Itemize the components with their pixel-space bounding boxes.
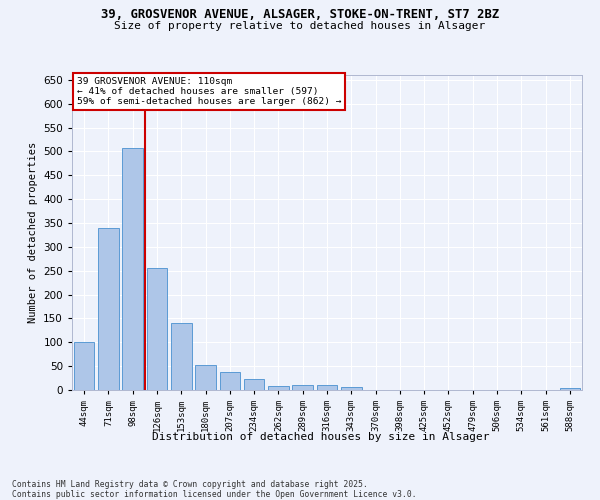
Bar — [195, 364, 216, 390]
Bar — [146, 268, 167, 390]
Text: 39, GROSVENOR AVENUE, ALSAGER, STOKE-ON-TRENT, ST7 2BZ: 39, GROSVENOR AVENUE, ALSAGER, STOKE-ON-… — [101, 8, 499, 20]
Bar — [292, 385, 313, 390]
Bar — [98, 228, 119, 390]
Bar — [317, 385, 337, 390]
Bar — [220, 372, 240, 390]
Bar — [268, 386, 289, 390]
Text: Contains HM Land Registry data © Crown copyright and database right 2025.
Contai: Contains HM Land Registry data © Crown c… — [12, 480, 416, 499]
Bar — [244, 378, 265, 390]
Bar — [341, 387, 362, 390]
Text: Size of property relative to detached houses in Alsager: Size of property relative to detached ho… — [115, 21, 485, 31]
Text: 39 GROSVENOR AVENUE: 110sqm
← 41% of detached houses are smaller (597)
59% of se: 39 GROSVENOR AVENUE: 110sqm ← 41% of det… — [77, 76, 341, 106]
Bar — [74, 342, 94, 390]
Bar — [171, 323, 191, 390]
Bar — [122, 148, 143, 390]
Y-axis label: Number of detached properties: Number of detached properties — [28, 142, 38, 323]
Bar — [560, 388, 580, 390]
Text: Distribution of detached houses by size in Alsager: Distribution of detached houses by size … — [152, 432, 490, 442]
